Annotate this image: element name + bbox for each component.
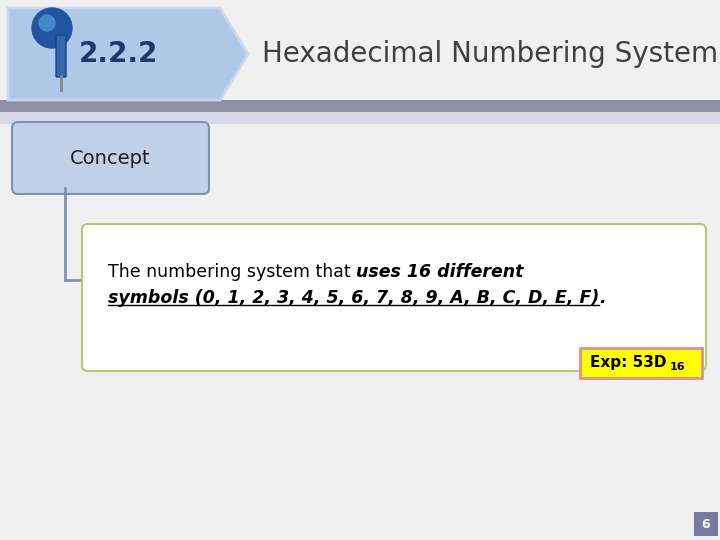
- FancyBboxPatch shape: [580, 348, 702, 378]
- Circle shape: [39, 15, 55, 31]
- FancyBboxPatch shape: [0, 100, 720, 112]
- Text: .: .: [599, 289, 606, 307]
- FancyBboxPatch shape: [56, 35, 66, 77]
- Text: 16: 16: [670, 362, 685, 372]
- FancyBboxPatch shape: [694, 512, 718, 536]
- Text: uses 16 different: uses 16 different: [356, 263, 523, 281]
- FancyBboxPatch shape: [12, 122, 209, 194]
- Polygon shape: [8, 8, 248, 100]
- Text: symbols (0, 1, 2, 3, 4, 5, 6, 7, 8, 9, A, B, C, D, E, F): symbols (0, 1, 2, 3, 4, 5, 6, 7, 8, 9, A…: [108, 289, 599, 307]
- Text: Exp: 53D: Exp: 53D: [590, 355, 667, 370]
- Text: 6: 6: [702, 517, 711, 530]
- FancyBboxPatch shape: [0, 112, 720, 124]
- Text: Hexadecimal Numbering System: Hexadecimal Numbering System: [262, 40, 718, 68]
- Text: 2.2.2: 2.2.2: [78, 40, 158, 68]
- Text: Concept: Concept: [70, 148, 150, 167]
- FancyBboxPatch shape: [82, 224, 706, 371]
- Text: The numbering system that: The numbering system that: [108, 263, 356, 281]
- Circle shape: [32, 8, 72, 48]
